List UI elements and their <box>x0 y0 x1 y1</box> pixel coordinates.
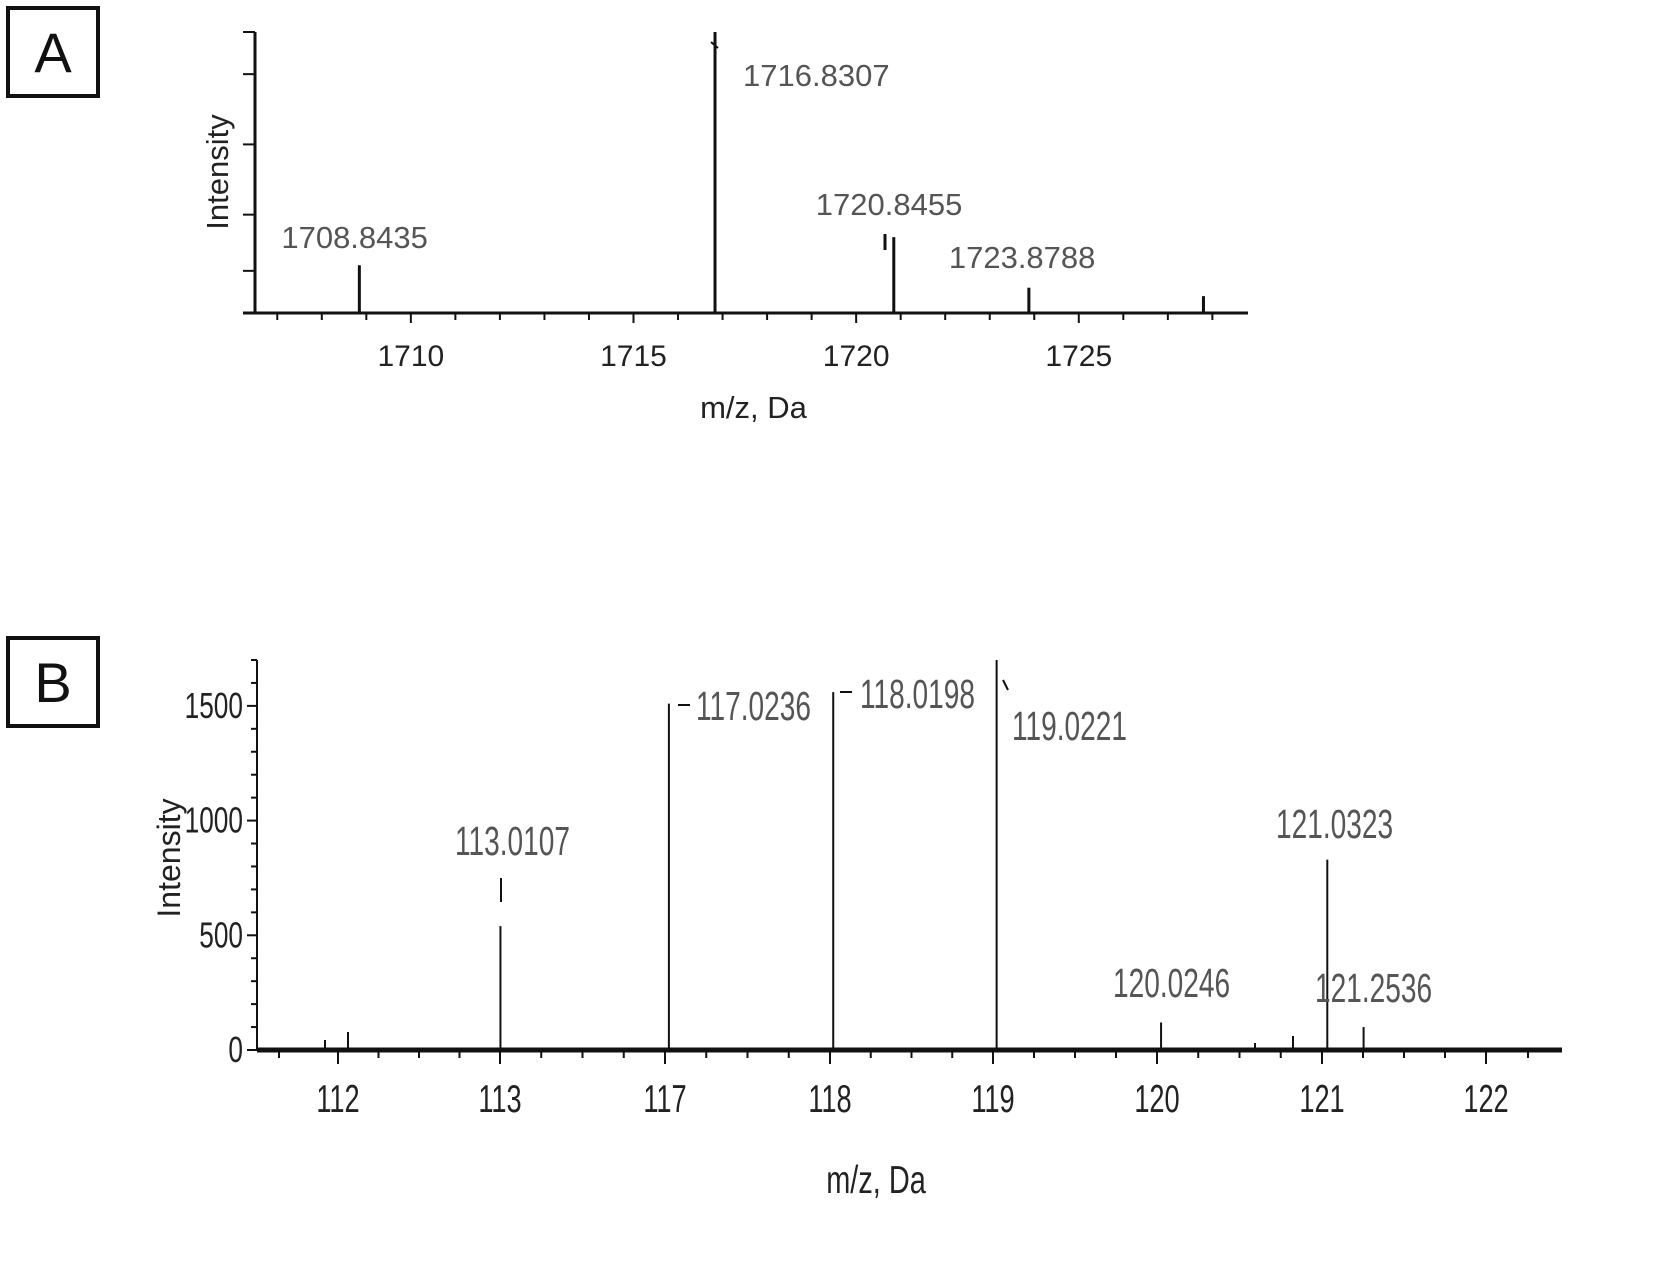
peak-label: 120.0246 <box>1113 962 1230 1006</box>
label-connector <box>1003 680 1008 690</box>
x-tick-label: 1725 <box>1045 340 1112 373</box>
chart-b: 0 500 1000 1500 112 113 117 118 119 120 121 122 m/z,… <box>151 660 1562 1202</box>
x-tick-label: 1710 <box>377 340 444 373</box>
x-axis-title: m/z, Da <box>700 390 808 425</box>
x-tick-label: 112 <box>316 1078 359 1121</box>
x-tick-label: 121 <box>1299 1078 1344 1121</box>
x-tick-label: 1715 <box>600 340 667 373</box>
peak-label: 121.0323 <box>1276 803 1393 847</box>
peak-label: 117.0236 <box>696 685 811 729</box>
x-tick-label: 120 <box>1134 1078 1179 1121</box>
x-tick-label: 117 <box>643 1078 686 1121</box>
y-tick-label: 1500 <box>185 686 243 726</box>
x-tick-label: 118 <box>808 1078 851 1121</box>
chart-a: 1710 1715 1720 1725 m/z, Da Intensity 1708.843… <box>200 32 1248 425</box>
peak-label: 1723.8788 <box>949 240 1096 275</box>
y-tick-label: 500 <box>199 915 243 955</box>
x-tick-label: 1720 <box>823 340 890 373</box>
x-tick-label: 113 <box>478 1078 521 1121</box>
peak-label: 1720.8455 <box>816 187 963 222</box>
y-tick-label: 1000 <box>185 801 243 841</box>
x-tick-label: 122 <box>1463 1078 1508 1121</box>
peak-label: 121.2536 <box>1315 967 1432 1011</box>
y-tick-label: 0 <box>228 1030 243 1070</box>
x-axis-title: m/z, Da <box>826 1159 926 1202</box>
peak-label: 118.0198 <box>860 673 975 717</box>
x-tick-label: 119 <box>971 1078 1014 1121</box>
peak-label: 1708.8435 <box>281 220 428 255</box>
y-axis-title: Intensity <box>200 114 235 230</box>
peak-label: 1716.8307 <box>743 58 890 93</box>
peak-label: 113.0107 <box>455 820 570 864</box>
y-axis-title: Intensity <box>151 798 187 917</box>
peak-label: 119.0221 <box>1012 705 1127 749</box>
